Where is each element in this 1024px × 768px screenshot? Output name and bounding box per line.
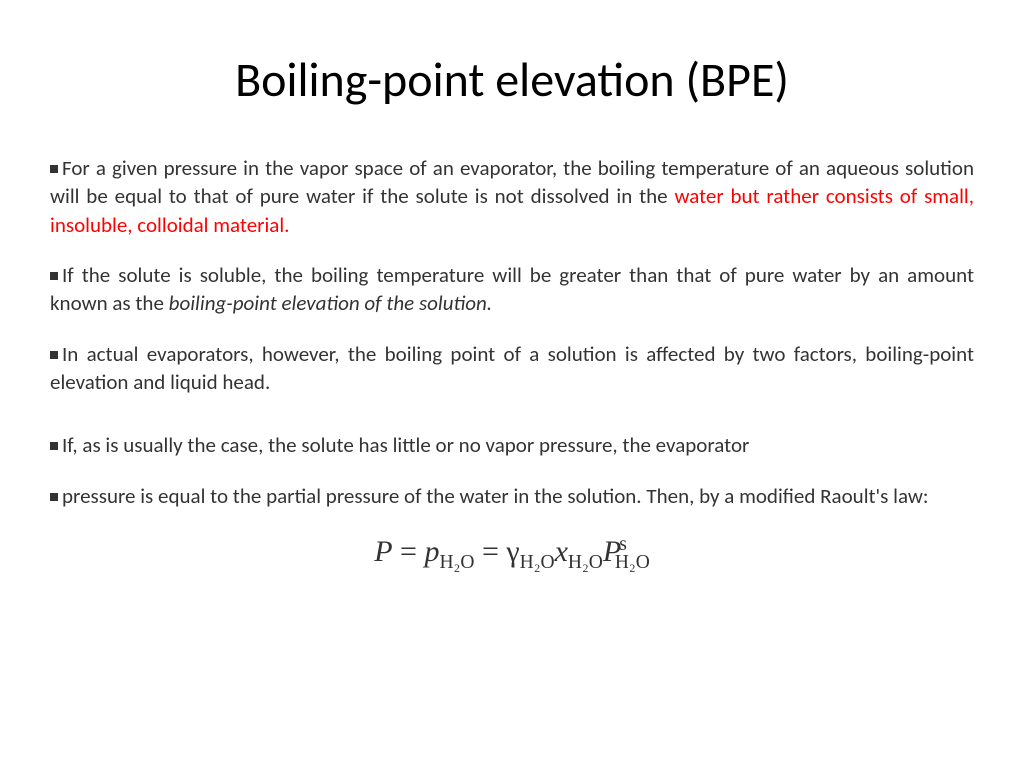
paragraph-1: For a given pressure in the vapor space …	[50, 154, 974, 239]
slide-title: Boiling-point elevation (BPE)	[50, 50, 974, 109]
bullet-icon	[50, 493, 58, 501]
paragraph-2: If the solute is soluble, the boiling te…	[50, 261, 974, 318]
paragraph-4: If, as is usually the case, the solute h…	[50, 431, 974, 459]
eq-equals2: =	[474, 535, 506, 568]
eq-equals: =	[393, 535, 425, 568]
eq-sub2: H₂O	[520, 552, 555, 573]
bullet-icon	[50, 165, 58, 173]
p5-text: pressure is equal to the partial pressur…	[62, 483, 929, 509]
eq-sub4: H₂O	[615, 552, 650, 573]
p3-text: In actual evaporators, however, the boil…	[50, 341, 974, 395]
slide-content: For a given pressure in the vapor space …	[50, 154, 974, 576]
eq-P: P	[374, 535, 392, 568]
bullet-icon	[50, 442, 58, 450]
paragraph-3: In actual evaporators, however, the boil…	[50, 340, 974, 397]
eq-sub1: H₂O	[439, 552, 474, 573]
eq-p1: p	[424, 535, 439, 568]
eq-x: x	[555, 535, 568, 568]
bullet-icon	[50, 272, 58, 280]
eq-gamma: γ	[506, 535, 519, 568]
p4-text: If, as is usually the case, the solute h…	[62, 432, 749, 458]
paragraph-5: pressure is equal to the partial pressur…	[50, 482, 974, 510]
equation-raoults-law: P = pH₂O = γH₂OxH₂OPsH₂O	[50, 532, 974, 576]
bullet-icon	[50, 351, 58, 359]
eq-sub3: H₂O	[568, 552, 603, 573]
p2-italic: boiling-point elevation of the solution.	[169, 290, 492, 316]
